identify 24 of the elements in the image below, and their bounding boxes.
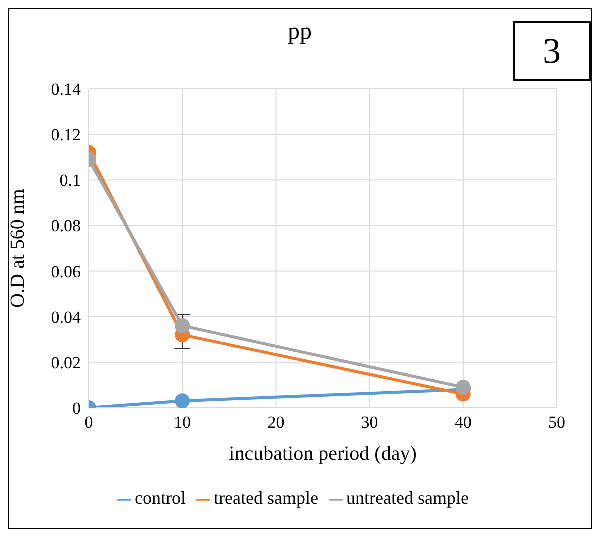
x-tick-label: 40 [454, 413, 472, 432]
legend-label: untreated sample [346, 488, 469, 508]
x-axis-title: incubation period (day) [229, 443, 417, 465]
label-box: 3 [513, 21, 591, 81]
legend-label: control [135, 488, 186, 508]
y-tick-label: 0 [72, 399, 81, 418]
point [175, 318, 190, 334]
x-tick-label: 50 [548, 413, 566, 432]
point [456, 380, 471, 395]
x-tick-label: 30 [361, 413, 378, 432]
y-tick-label: 0.14 [51, 80, 82, 100]
point [175, 394, 190, 408]
x-tick-label: 20 [268, 413, 285, 432]
x-tick-label: 0 [84, 413, 94, 432]
chart-title: pp [288, 19, 312, 45]
y-axis-title: O.D at 560 nm [7, 188, 30, 308]
x-tick-label: 10 [174, 413, 192, 432]
y-tick-label: 0.12 [51, 126, 81, 145]
legend-label: treated sample [214, 488, 318, 508]
y-tick-label: 0.02 [51, 353, 81, 372]
y-tick-label: 0.08 [51, 216, 81, 236]
y-tick-label: 0.1 [60, 171, 81, 190]
y-tick-label: 0.06 [51, 262, 81, 282]
y-tick-label: 0.04 [51, 308, 82, 327]
